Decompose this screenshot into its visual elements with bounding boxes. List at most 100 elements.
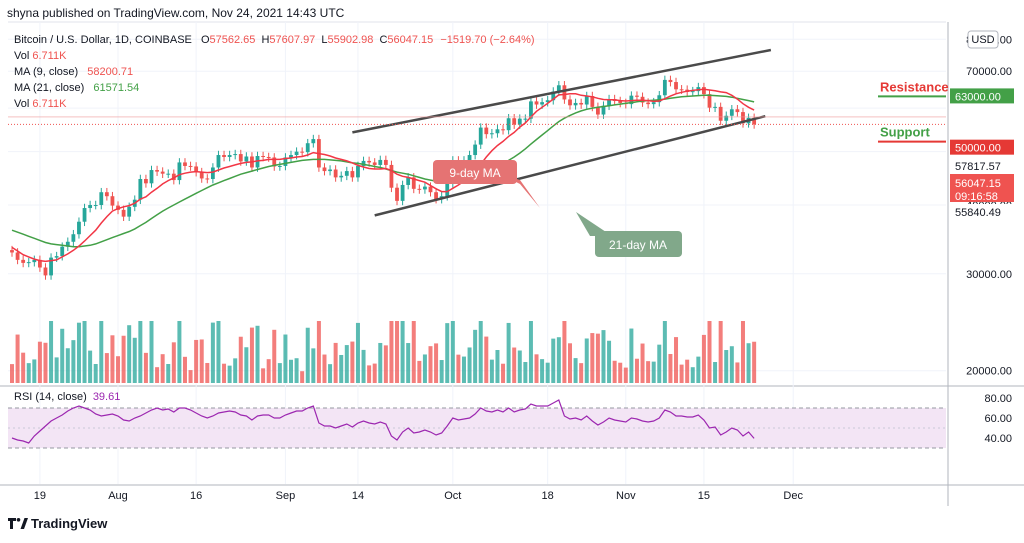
- volume-bar: [461, 356, 466, 383]
- resistance-label: Resistance: [880, 79, 949, 94]
- volume-bar: [740, 321, 745, 383]
- candle-body: [590, 96, 595, 107]
- volume-bar: [551, 338, 556, 383]
- candle-body: [657, 95, 662, 103]
- price-tick-label: 70000.00: [966, 66, 1012, 78]
- volume-bars: [10, 321, 757, 383]
- volume-bar: [289, 359, 293, 383]
- volume-bar: [701, 334, 706, 383]
- ma21-callout-box: [595, 231, 682, 257]
- candle-body: [411, 177, 416, 189]
- last-price-chip-bg: [950, 174, 1014, 202]
- volume-bar: [568, 343, 572, 383]
- candle-body: [428, 186, 433, 193]
- volume-bar: [49, 321, 54, 383]
- candle-body: [344, 171, 349, 176]
- date-tick-label: Dec: [783, 490, 803, 502]
- symbol-name: Bitcoin / U.S. Dollar, 1D, COINBASE: [14, 34, 192, 46]
- candle-body: [523, 118, 528, 120]
- volume-bar: [378, 342, 383, 383]
- candle-body: [417, 188, 422, 190]
- candle-body: [183, 162, 187, 166]
- volume-bar: [339, 354, 344, 383]
- date-tick-label: 15: [698, 490, 710, 502]
- candle-body: [556, 85, 561, 92]
- candle-body: [646, 102, 651, 105]
- volume-bar: [10, 364, 14, 383]
- volume-bar: [612, 360, 617, 383]
- volume-bar: [629, 328, 634, 383]
- candle-body: [300, 151, 305, 153]
- candle-body: [741, 112, 745, 124]
- volume-bar: [395, 321, 400, 383]
- volume-bar: [194, 339, 199, 383]
- volume-bar: [54, 357, 59, 383]
- date-tick-label: 19: [34, 490, 46, 502]
- candle-body: [534, 101, 539, 105]
- ma21-legend: MA (21, close) 61571.54: [14, 82, 140, 94]
- candle-body: [568, 99, 572, 106]
- volume-bar: [372, 363, 377, 383]
- chart-overlays: Resistance Support 9-day MA 21-day MA: [8, 48, 949, 263]
- support-chip: 50000.00: [955, 143, 1001, 155]
- rsi-tick-label: 40.00: [984, 433, 1012, 445]
- candle-body: [445, 183, 450, 197]
- currency-label: USD: [971, 34, 994, 46]
- candle-body: [216, 155, 221, 168]
- volume-bar: [333, 342, 338, 383]
- candle-body: [562, 85, 567, 100]
- candle-body: [501, 129, 505, 131]
- date-tick-label: Nov: [616, 490, 636, 502]
- volume-bar: [177, 321, 182, 383]
- candle-body: [529, 101, 533, 119]
- candle-body: [473, 144, 478, 156]
- volume-bar: [506, 322, 511, 383]
- volume-bar: [233, 358, 238, 383]
- volume-bar: [679, 364, 684, 383]
- tradingview-brand[interactable]: TradingView: [8, 516, 107, 531]
- volume-bar: [88, 350, 93, 383]
- volume-bar: [383, 345, 388, 383]
- volume-bar: [216, 321, 221, 383]
- candle-body: [194, 166, 199, 173]
- ohlc-high: H57607.97: [261, 34, 316, 46]
- ohlc-low: L55902.98: [321, 34, 374, 46]
- volume-bar: [662, 321, 667, 383]
- volume-bar: [43, 342, 48, 383]
- candle-body: [356, 165, 360, 178]
- volume-bar: [528, 321, 533, 383]
- candle-body: [233, 154, 238, 156]
- candle-body: [350, 171, 355, 178]
- candle-body: [729, 109, 734, 116]
- candle-body: [718, 106, 723, 121]
- volume-bar: [132, 337, 137, 383]
- rsi-tick-label: 60.00: [984, 413, 1012, 425]
- candle-body: [138, 178, 143, 200]
- volume-bar: [143, 352, 148, 383]
- ma9-callout-label: 9-day MA: [449, 166, 500, 180]
- volume-bar: [545, 362, 550, 383]
- candle-body: [545, 100, 550, 103]
- ma9-legend: MA (9, close) 58200.71: [14, 66, 134, 78]
- candle-body: [121, 209, 126, 217]
- date-tick-label: Oct: [444, 490, 461, 502]
- volume-bar: [76, 322, 81, 383]
- candle-body: [434, 192, 438, 200]
- volume-bar: [450, 321, 455, 383]
- volume-bar: [495, 350, 500, 383]
- volume-bar: [71, 340, 76, 383]
- candle-body: [166, 173, 171, 175]
- volume-value-2: 6.711K: [32, 98, 67, 110]
- volume-bar: [60, 328, 65, 383]
- ma21-callout-label: 21-day MA: [609, 238, 667, 252]
- currency-box: [967, 30, 999, 49]
- candle-body: [261, 156, 265, 158]
- candle-body: [272, 157, 277, 167]
- volume-bar: [400, 321, 405, 383]
- volume-bar: [255, 325, 260, 383]
- candle-body: [21, 259, 26, 263]
- volume-bar: [439, 360, 444, 383]
- candle-body: [668, 79, 673, 83]
- candle-body: [311, 139, 316, 144]
